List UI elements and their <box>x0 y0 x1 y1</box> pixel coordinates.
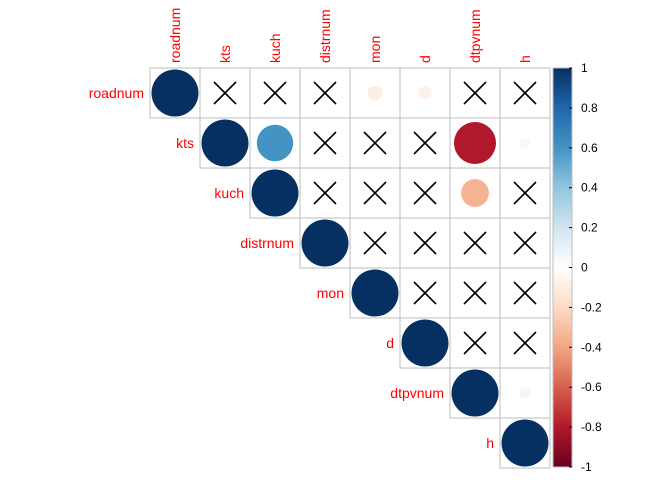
row-label-d: d <box>386 335 394 351</box>
colorbar-tick-label: -0.2 <box>581 300 602 314</box>
insignificant-cross-kts-d <box>413 131 437 155</box>
colorbar: 1 0.8 0.6 0.4 0.2 0 -0.2 -0.4 -0.6 -0.8 -1 <box>552 61 602 474</box>
corr-circle-kts-h <box>519 137 531 149</box>
col-label-mon: mon <box>367 36 383 63</box>
insignificant-cross-roadnum-kuch <box>263 81 287 105</box>
col-label-roadnum: roadnum <box>167 8 183 63</box>
row-label-mon: mon <box>317 285 344 301</box>
col-label-kts: kts <box>217 45 233 63</box>
colorbar-tick-label: -0.4 <box>581 340 602 354</box>
grid-cell-roadnum-h <box>499 67 551 119</box>
corr-circle-kuch-kuch <box>251 169 299 217</box>
correlation-marks <box>151 69 549 467</box>
variable-labels: roadnum kts kuch distrnum mon d dtpvnum h roadnu… <box>89 8 533 451</box>
colorbar-tick-label: 0.4 <box>581 181 598 195</box>
row-label-kuch: kuch <box>214 185 244 201</box>
insignificant-cross-distrnum-h <box>513 231 537 255</box>
insignificant-cross-distrnum-dtpvnum <box>463 231 487 255</box>
corr-circle-distrnum-distrnum <box>301 219 349 267</box>
insignificant-cross-roadnum-dtpvnum <box>463 81 487 105</box>
colorbar-tick-label: 0.8 <box>581 101 598 115</box>
insignificant-cross-distrnum-d <box>413 231 437 255</box>
row-label-kts: kts <box>176 135 194 151</box>
insignificant-cross-roadnum-kts <box>213 81 237 105</box>
insignificant-cross-mon-h <box>513 281 537 305</box>
insignificant-cross-d-h <box>513 331 537 355</box>
insignificant-cross-kts-distrnum <box>313 131 337 155</box>
insignificant-cross-mon-dtpvnum <box>463 281 487 305</box>
insignificant-cross-d-dtpvnum <box>463 331 487 355</box>
corr-circle-roadnum-mon <box>367 85 383 101</box>
insignificant-cross-kuch-mon <box>363 181 387 205</box>
insignificant-cross-mon-d <box>413 281 437 305</box>
insignificant-cross-distrnum-mon <box>363 231 387 255</box>
colorbar-tick-label: -0.8 <box>581 420 602 434</box>
col-label-kuch: kuch <box>267 33 283 63</box>
row-label-h: h <box>486 435 494 451</box>
corr-circle-d-d <box>401 319 449 367</box>
insignificant-cross-kts-mon <box>363 131 387 155</box>
corr-circle-kts-kts <box>201 119 249 167</box>
insignificant-cross-roadnum-h <box>513 81 537 105</box>
corr-circle-h-h <box>501 419 549 467</box>
insignificant-cross-kuch-h <box>513 181 537 205</box>
corr-circle-roadnum-roadnum <box>151 69 199 117</box>
colorbar-tick-label: 0 <box>581 261 588 275</box>
insignificant-cross-kuch-d <box>413 181 437 205</box>
colorbar-tick-label: 1 <box>581 61 588 75</box>
col-label-dtpvnum: dtpvnum <box>467 9 483 63</box>
corr-circle-dtpvnum-h <box>519 387 531 399</box>
col-label-h: h <box>517 55 533 63</box>
corr-circle-kts-dtpvnum <box>453 121 497 165</box>
colorbar-tick-label: -1 <box>581 460 592 474</box>
col-label-distrnum: distrnum <box>317 9 333 63</box>
corr-circle-mon-mon <box>351 269 399 317</box>
colorbar-tick-label: 0.2 <box>581 221 598 235</box>
insignificant-cross-kuch-distrnum <box>313 181 337 205</box>
row-label-distrnum: distrnum <box>240 235 294 251</box>
col-label-d: d <box>417 55 433 63</box>
corr-circle-kuch-dtpvnum <box>461 179 489 207</box>
colorbar-tick-label: 0.6 <box>581 141 598 155</box>
row-label-dtpvnum: dtpvnum <box>390 385 444 401</box>
corr-circle-roadnum-d <box>418 86 432 100</box>
corr-circle-kts-kuch <box>256 124 294 162</box>
insignificant-cross-roadnum-distrnum <box>313 81 337 105</box>
colorbar-tick-label: -0.6 <box>581 380 602 394</box>
corr-circle-dtpvnum-dtpvnum <box>451 369 499 417</box>
row-label-roadnum: roadnum <box>89 85 144 101</box>
